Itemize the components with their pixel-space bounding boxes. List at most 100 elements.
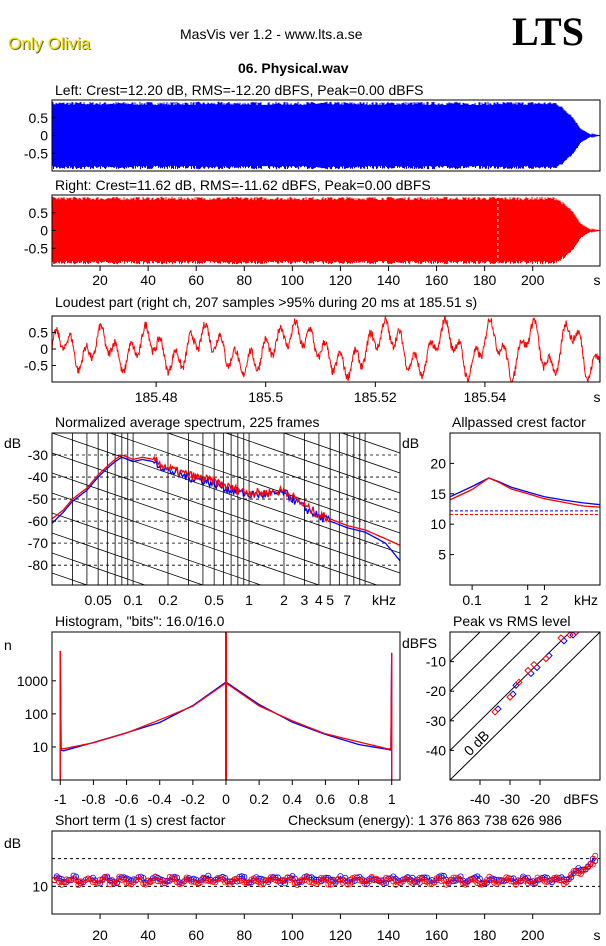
left-wave-ytick-label: 0 — [40, 128, 48, 144]
stc-point-1 — [536, 876, 543, 883]
stc-point-1 — [243, 879, 250, 886]
crest-title: Allpassed crest factor — [452, 414, 586, 430]
pvr-point-1 — [542, 654, 550, 663]
histogram-xtick-label: 0 — [222, 791, 230, 807]
stc-point-1 — [169, 876, 176, 883]
spectrum-ytick-label: -60 — [28, 513, 48, 529]
right-wave-ytick-label: 0.5 — [29, 205, 49, 221]
stc-point-1 — [104, 875, 111, 882]
loudest-ytick-label: 0 — [40, 341, 48, 357]
crest-ylabel: dB — [402, 435, 419, 451]
loudest-xtick-label: 185.48 — [135, 389, 178, 405]
crest-series-0 — [449, 477, 601, 506]
left-title: Left: Crest=12.20 dB, RMS=-12.20 dBFS, P… — [55, 82, 424, 98]
stc-point-1 — [298, 876, 305, 883]
stc-point-1 — [551, 874, 558, 881]
stc-point-1 — [346, 880, 353, 887]
stc-point-1 — [294, 882, 301, 889]
histogram-ytick-label: 1000 — [17, 673, 48, 689]
histogram-xtick-label: -0.2 — [181, 791, 205, 807]
stc-point-1 — [161, 878, 168, 885]
stc-xtick-label: 200 — [521, 927, 545, 943]
stc-xtick-label: 60 — [188, 927, 204, 943]
pvr-ytick-label: -30 — [426, 713, 446, 729]
pvr-point-1 — [530, 660, 538, 669]
loudest-xtick-label: 185.5 — [248, 389, 283, 405]
stc-point-1 — [529, 880, 536, 887]
left-wave-ytick-label: -0.5 — [24, 145, 48, 161]
pvr-title: Peak vs RMS level — [453, 613, 571, 629]
pvr-point-0 — [509, 690, 517, 698]
spectrum-slope-line — [52, 452, 400, 574]
histogram-xtick-label: -0.6 — [115, 791, 139, 807]
spectrum-series-1 — [52, 454, 400, 546]
stc-point-1 — [85, 875, 92, 882]
artist-name: Only Olivia — [8, 34, 91, 53]
spectrum-ylabel: dB — [4, 435, 21, 451]
spectrum-slope-line — [52, 433, 400, 554]
pvr-ylabel: dBFS — [402, 635, 437, 651]
spectrum-slope-line — [52, 552, 147, 585]
stc-xtick-label: 20 — [92, 927, 108, 943]
histogram-ytick-label: 10 — [32, 739, 48, 755]
spectrum-ytick-label: -70 — [28, 535, 48, 551]
right-wave-xtick-label: 180 — [473, 272, 497, 288]
spectrum-slope-line — [52, 512, 263, 585]
checksum: Checksum (energy): 1 376 863 738 626 986 — [288, 812, 562, 828]
stc-point-1 — [279, 876, 286, 883]
loudest-xtick-label: 185.52 — [354, 389, 397, 405]
spectrum-xtick-label: 0.05 — [85, 592, 112, 608]
stc-xtick-label: 120 — [329, 927, 353, 943]
stc-point-1 — [556, 877, 563, 884]
pvr-ytick-label: -40 — [426, 742, 446, 758]
file-title: 06. Physical.wav — [238, 60, 349, 76]
crest-unit: kHz — [574, 592, 598, 608]
stc-point-1 — [164, 878, 171, 885]
stc-xtick-label: 40 — [140, 927, 156, 943]
histogram-xtick-label: 0.6 — [316, 791, 336, 807]
loudest-xtick-label: 185.54 — [464, 389, 507, 405]
stc-point-1 — [303, 873, 310, 880]
stc-title: Short term (1 s) crest factor — [55, 812, 226, 828]
spectrum-slope-line — [52, 472, 379, 585]
stc-xtick-label: 100 — [281, 927, 305, 943]
pvr-point-0 — [560, 637, 568, 645]
histogram-ytick-label: 100 — [25, 706, 49, 722]
pvr-xtick-label: -40 — [470, 791, 490, 807]
spectrum-xtick-label: 0.5 — [204, 592, 224, 608]
histogram-title: Histogram, "bits": 16.0/16.0 — [55, 613, 225, 629]
spectrum-xtick-label: 2 — [280, 592, 288, 608]
spectrum-slope-line — [52, 293, 400, 413]
stc-point-1 — [411, 877, 418, 884]
histogram-xtick-label: 0.8 — [349, 791, 369, 807]
stc-point-0 — [238, 873, 245, 880]
pvr-frame — [449, 631, 601, 781]
loudest-ytick-label: -0.5 — [24, 358, 48, 374]
crest-xtick-label: 0.1 — [462, 592, 482, 608]
spectrum-slope-line — [108, 433, 400, 534]
spectrum-grid — [52, 293, 400, 585]
right-wave-xtick-label: 160 — [425, 272, 449, 288]
pvr-point-0 — [494, 705, 502, 713]
pvr-point-0 — [533, 663, 541, 672]
histogram-xtick-label: -0.8 — [81, 791, 105, 807]
stc-point-1 — [503, 874, 510, 881]
right-wave-unit: s — [594, 272, 601, 288]
right-wave-xtick-label: 100 — [281, 272, 305, 288]
histogram-xtick-label: 0.2 — [249, 791, 269, 807]
pvr-point-1 — [506, 693, 514, 701]
pvr-crest-line — [450, 632, 481, 663]
pvr-crest-label: 0 dB — [461, 727, 493, 759]
crest-ytick-label: 15 — [430, 486, 446, 502]
crest-ytick-label: 5 — [438, 547, 446, 563]
loudest-unit: s — [594, 389, 601, 405]
crest-frame — [449, 432, 601, 586]
stc-point-1 — [289, 875, 296, 882]
right-wave-xtick-label: 140 — [377, 272, 401, 288]
histogram-xtick-label: -0.4 — [148, 791, 172, 807]
spectrum-frame — [51, 432, 401, 586]
stc-point-1 — [176, 881, 183, 888]
stc-unit: s — [594, 927, 601, 943]
histogram-xtick-label: 0.4 — [283, 791, 303, 807]
pvr-point-0 — [527, 669, 535, 678]
